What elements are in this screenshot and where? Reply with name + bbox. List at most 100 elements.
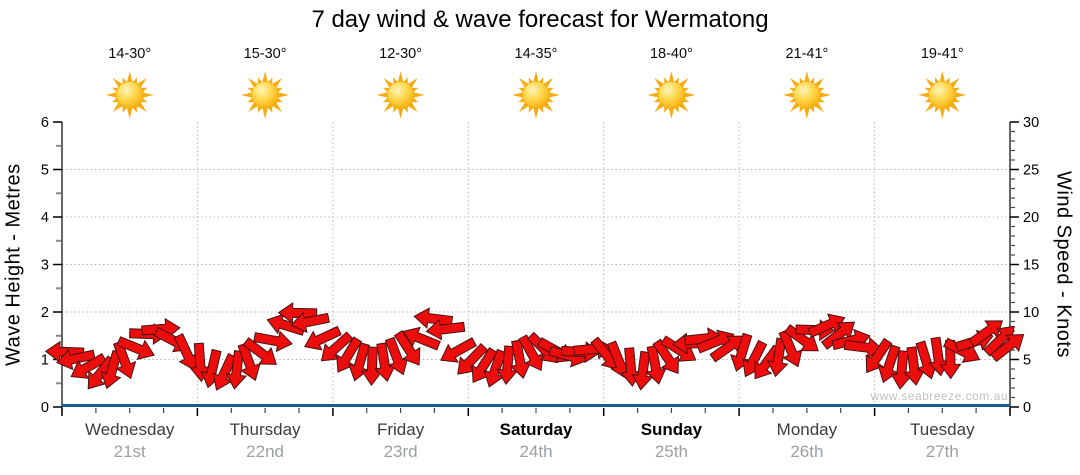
left-axis-tick-label: 5 [41,163,49,179]
sun-ray [817,91,831,99]
sun-ray [681,91,696,99]
x-axis-day-label: Sunday [641,420,703,439]
wind-arrow [766,337,789,378]
sun-icon [376,71,425,119]
right-axis-tick-label: 5 [1023,353,1031,369]
wind-arrow [402,326,441,351]
wind-arrow [173,333,199,371]
chart-title: 7 day wind & wave forecast for Wermatong [311,6,769,33]
temp-range-label: 19-41° [921,46,964,62]
wind-arrow [237,342,261,382]
wind-arrow [440,337,477,363]
wind-arrow [70,353,108,379]
sun-icon [782,71,831,119]
sun-ray [803,71,811,85]
sun-disc [657,81,686,109]
sun-ray [140,91,154,99]
wind-arrow [277,301,318,324]
wind-arrow [496,345,519,385]
sun-icon [105,71,154,119]
sun-ray [546,91,560,99]
wind-arrow [778,329,803,368]
wind-arrow [189,342,212,383]
wind-arrow [413,307,454,330]
x-axis-day-label: Tuesday [910,420,975,439]
wind-arrow [253,330,293,353]
wind-arrow [784,324,819,352]
sun-ray [939,105,946,119]
sun-ray [376,91,391,99]
sun-ray [939,71,946,85]
wind-arrow [877,344,901,384]
wind-arrow [320,331,354,362]
temp-range-label: 15-30° [244,46,287,62]
wind-arrow [457,342,489,375]
x-axis-day-label: Monday [777,420,838,439]
wind-arrow [290,311,330,334]
sun-ray [126,105,133,119]
left-axis-tick-label: 2 [41,305,49,321]
right-axis-tick-label: 0 [1023,400,1031,416]
sun-disc [793,81,821,109]
wind-arrow [631,350,654,391]
x-axis-date-label: 26th [790,442,823,461]
sun-disc [522,81,550,109]
wind-arrow [903,346,926,386]
wind-arrow [112,340,137,380]
right-axis-title: Wind Speed - Knots [1052,171,1075,358]
wind-arrow [652,338,680,375]
wind-arrow [393,330,421,366]
wind-arrow [56,348,96,371]
right-axis-tick-label: 20 [1023,210,1039,226]
right-axis-tick-label: 30 [1023,115,1039,131]
right-axis-tick-label: 10 [1023,305,1039,321]
sun-ray [952,91,967,99]
x-axis-day-label: Friday [377,420,425,439]
x-axis-day-label: Thursday [230,420,301,439]
x-axis-date-label: 27th [926,442,959,461]
wind-arrow [483,348,507,388]
sun-icon [512,71,560,119]
left-axis-tick-label: 1 [41,353,49,369]
sun-icon [647,71,696,119]
wind-arrow [820,321,856,350]
left-axis-tick-label: 6 [41,115,49,131]
sun-disc [386,81,415,109]
temp-range-label: 12-30° [379,46,422,62]
x-axis-date-label: 22nd [246,442,284,461]
sun-ray [275,91,290,99]
wind-arrow [425,318,466,341]
sun-ray [261,71,269,85]
wind-arrow [865,337,893,374]
sun-ray [668,105,675,119]
x-axis-date-label: 24th [519,442,552,461]
wind-arrow [336,336,363,373]
wind-arrow [212,353,238,391]
sun-ray [532,105,540,119]
sun-icon [918,71,967,119]
sun-ray [647,91,661,99]
left-axis-tick-label: 3 [41,258,49,274]
wind-arrow [100,349,123,390]
wind-arrow [384,336,409,376]
sun-disc [928,81,957,109]
left-axis-tick-label: 4 [41,210,49,226]
temp-range-label: 21-41° [785,46,828,62]
sun-ray [397,105,404,119]
sun-disc [251,81,279,109]
wind-arrow [225,350,248,390]
sun-ray [803,105,811,119]
sun-ray [411,91,425,99]
wind-arrow [116,336,155,360]
x-axis-date-label: 23rd [384,442,418,461]
wind-arrow [242,337,277,365]
sun-ray [668,71,675,85]
sun-icon [241,71,290,119]
sun-ray [512,91,526,99]
sun-ray [918,91,932,99]
sun-ray [397,71,404,85]
sun-ray [261,105,269,119]
x-axis-date-label: 21st [114,442,146,461]
sun-ray [241,91,255,99]
